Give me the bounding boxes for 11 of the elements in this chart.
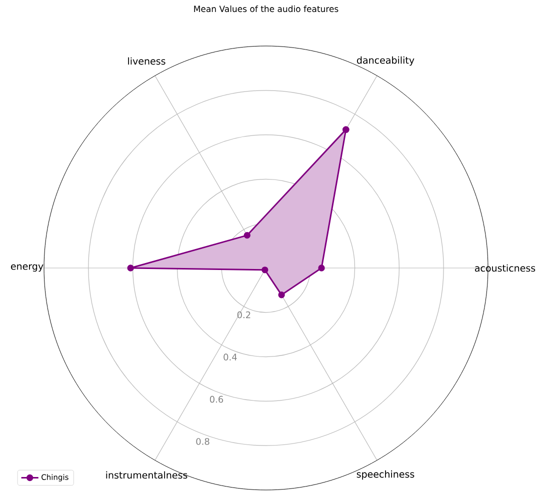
spoke-label: liveness bbox=[128, 57, 166, 65]
chart-title: Mean Values of the audio features bbox=[194, 5, 338, 12]
spoke-label: instrumentalness bbox=[106, 471, 188, 479]
y-tick-label: 0.4 bbox=[224, 354, 237, 360]
spoke-label: acousticness bbox=[474, 264, 536, 272]
spoke-label: speechiness bbox=[356, 470, 414, 480]
spoke-label: danceability bbox=[356, 56, 414, 66]
y-tick-label: 0.2 bbox=[237, 311, 250, 318]
y-tick-label: 0.6 bbox=[210, 396, 224, 403]
spoke-label: energy bbox=[10, 264, 44, 272]
y-tick-label: 0.8 bbox=[196, 438, 210, 445]
